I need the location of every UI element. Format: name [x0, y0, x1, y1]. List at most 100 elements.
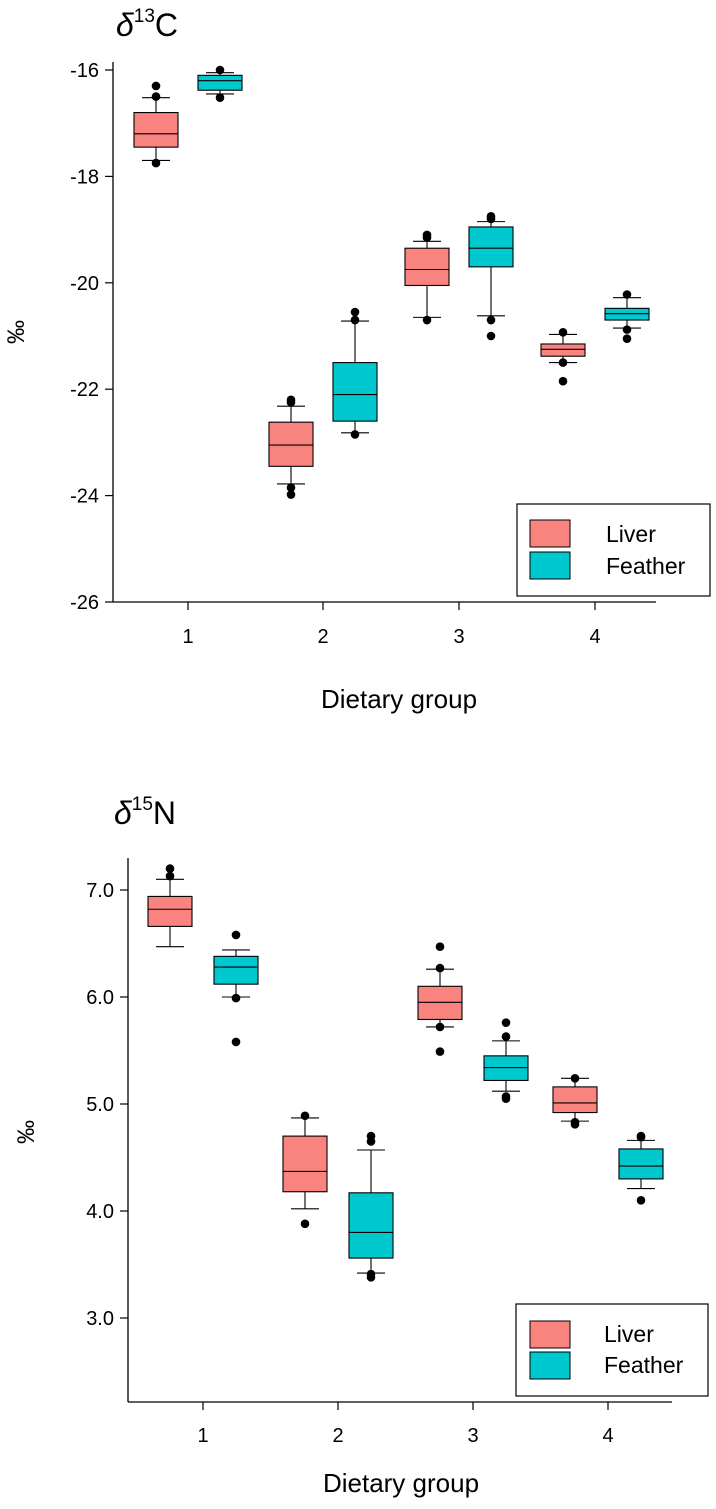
outlier-point — [350, 315, 360, 325]
outlier-point — [215, 65, 225, 75]
x-tick-label: 2 — [332, 1425, 343, 1447]
y-tick-label: -24 — [70, 486, 99, 508]
box-iqr — [540, 343, 586, 357]
box-iqr — [268, 421, 314, 467]
y-axis-label: ‰ — [3, 320, 30, 344]
box-iqr — [404, 247, 450, 287]
box-liver-group-3 — [404, 230, 450, 325]
panel-title: δ13C — [116, 6, 178, 43]
box-feather-group-4 — [618, 1131, 664, 1205]
box-iqr — [133, 112, 179, 148]
outlier-point — [570, 1074, 580, 1083]
title-superscript: 13 — [134, 6, 155, 27]
legend-label-liver: Liver — [606, 521, 656, 547]
x-tick-label: 3 — [453, 626, 464, 648]
box-feather-group-3 — [483, 1018, 529, 1103]
x-tick-label: 4 — [589, 626, 600, 648]
outlier-point — [286, 490, 296, 499]
y-tick-label: 7.0 — [86, 880, 114, 902]
outlier-point — [286, 483, 296, 492]
x-tick-label: 1 — [197, 1425, 208, 1447]
axes — [105, 62, 656, 610]
outlier-point — [486, 331, 496, 341]
outlier-point — [151, 81, 161, 91]
box-iqr — [332, 362, 378, 422]
box-liver-group-4 — [540, 327, 586, 386]
outlier-point — [501, 1032, 511, 1041]
outlier-point — [636, 1196, 646, 1205]
outlier-point — [151, 158, 161, 168]
y-tick-label: -26 — [70, 592, 99, 614]
outlier-point — [231, 993, 241, 1003]
box-feather-group-3 — [468, 212, 514, 341]
x-tick-label: 3 — [467, 1425, 478, 1447]
box-iqr — [213, 955, 259, 985]
box-liver-group-4 — [552, 1074, 598, 1129]
outlier-point — [435, 1022, 445, 1032]
y-tick-label: 4.0 — [86, 1201, 114, 1223]
box-iqr — [618, 1148, 664, 1180]
legend-swatch-feather — [529, 551, 571, 580]
legend-label-feather: Feather — [606, 553, 686, 579]
outlier-point — [486, 315, 496, 325]
outlier-point — [622, 334, 632, 343]
outlier-point — [286, 398, 296, 407]
x-axis-label: Dietary group — [323, 1468, 479, 1498]
outlier-point — [501, 1094, 511, 1103]
outlier-point — [435, 1047, 445, 1056]
legend-label-liver: Liver — [604, 1321, 654, 1347]
box-liver-group-2 — [282, 1111, 328, 1229]
box-iqr — [197, 74, 243, 91]
outlier-point — [622, 325, 632, 334]
outlier-point — [350, 430, 360, 439]
title-symbol: δ — [116, 7, 135, 43]
outlier-point — [165, 864, 175, 873]
outlier-point — [231, 1037, 241, 1047]
outlier-point — [231, 930, 241, 940]
y-tick-label: -20 — [70, 273, 99, 295]
box-iqr — [468, 226, 514, 268]
outlier-point — [422, 233, 432, 242]
title-element: N — [153, 795, 176, 831]
legend: Liver Feather — [516, 503, 711, 597]
y-tick-label: 3.0 — [86, 1308, 114, 1330]
box-feather-group-2 — [348, 1131, 394, 1282]
outlier-point — [558, 327, 568, 337]
outlier-point — [165, 871, 175, 881]
outlier-point — [151, 92, 161, 101]
box-feather-group-2 — [332, 307, 378, 439]
box-iqr — [147, 895, 193, 927]
x-tick-label: 4 — [602, 1425, 613, 1447]
box-liver-group-2 — [268, 395, 314, 499]
legend-frame — [515, 1303, 709, 1397]
y-tick-labels: 7.0 6.0 5.0 4.0 3.0 — [86, 880, 114, 1330]
title-superscript: 15 — [132, 794, 153, 815]
x-tick-label: 1 — [182, 626, 193, 648]
outlier-point — [366, 1137, 376, 1146]
outlier-point — [435, 963, 445, 973]
outlier-point — [435, 942, 445, 952]
legend-swatch-liver — [529, 1320, 571, 1349]
y-tick-label: -22 — [70, 379, 99, 401]
outlier-point — [486, 214, 496, 224]
y-tick-label: -18 — [70, 166, 99, 188]
boxplots — [133, 65, 650, 499]
box-liver-group-3 — [417, 942, 463, 1056]
title-element: C — [155, 7, 178, 43]
outlier-point — [570, 1120, 580, 1129]
box-feather-group-1 — [213, 930, 259, 1047]
outlier-point — [558, 376, 568, 386]
y-tick-label: -16 — [70, 60, 99, 82]
outlier-point — [558, 358, 568, 367]
outlier-point — [350, 307, 360, 317]
axes — [120, 858, 672, 1410]
outlier-point — [422, 315, 432, 325]
outlier-point — [636, 1131, 646, 1141]
box-iqr — [282, 1135, 328, 1193]
panel-title: δ15N — [114, 794, 176, 831]
x-tick-labels: 1 2 3 4 — [197, 1425, 613, 1447]
title-symbol: δ — [114, 795, 133, 831]
legend-swatch-liver — [529, 519, 571, 548]
box-liver-group-1 — [133, 81, 179, 168]
